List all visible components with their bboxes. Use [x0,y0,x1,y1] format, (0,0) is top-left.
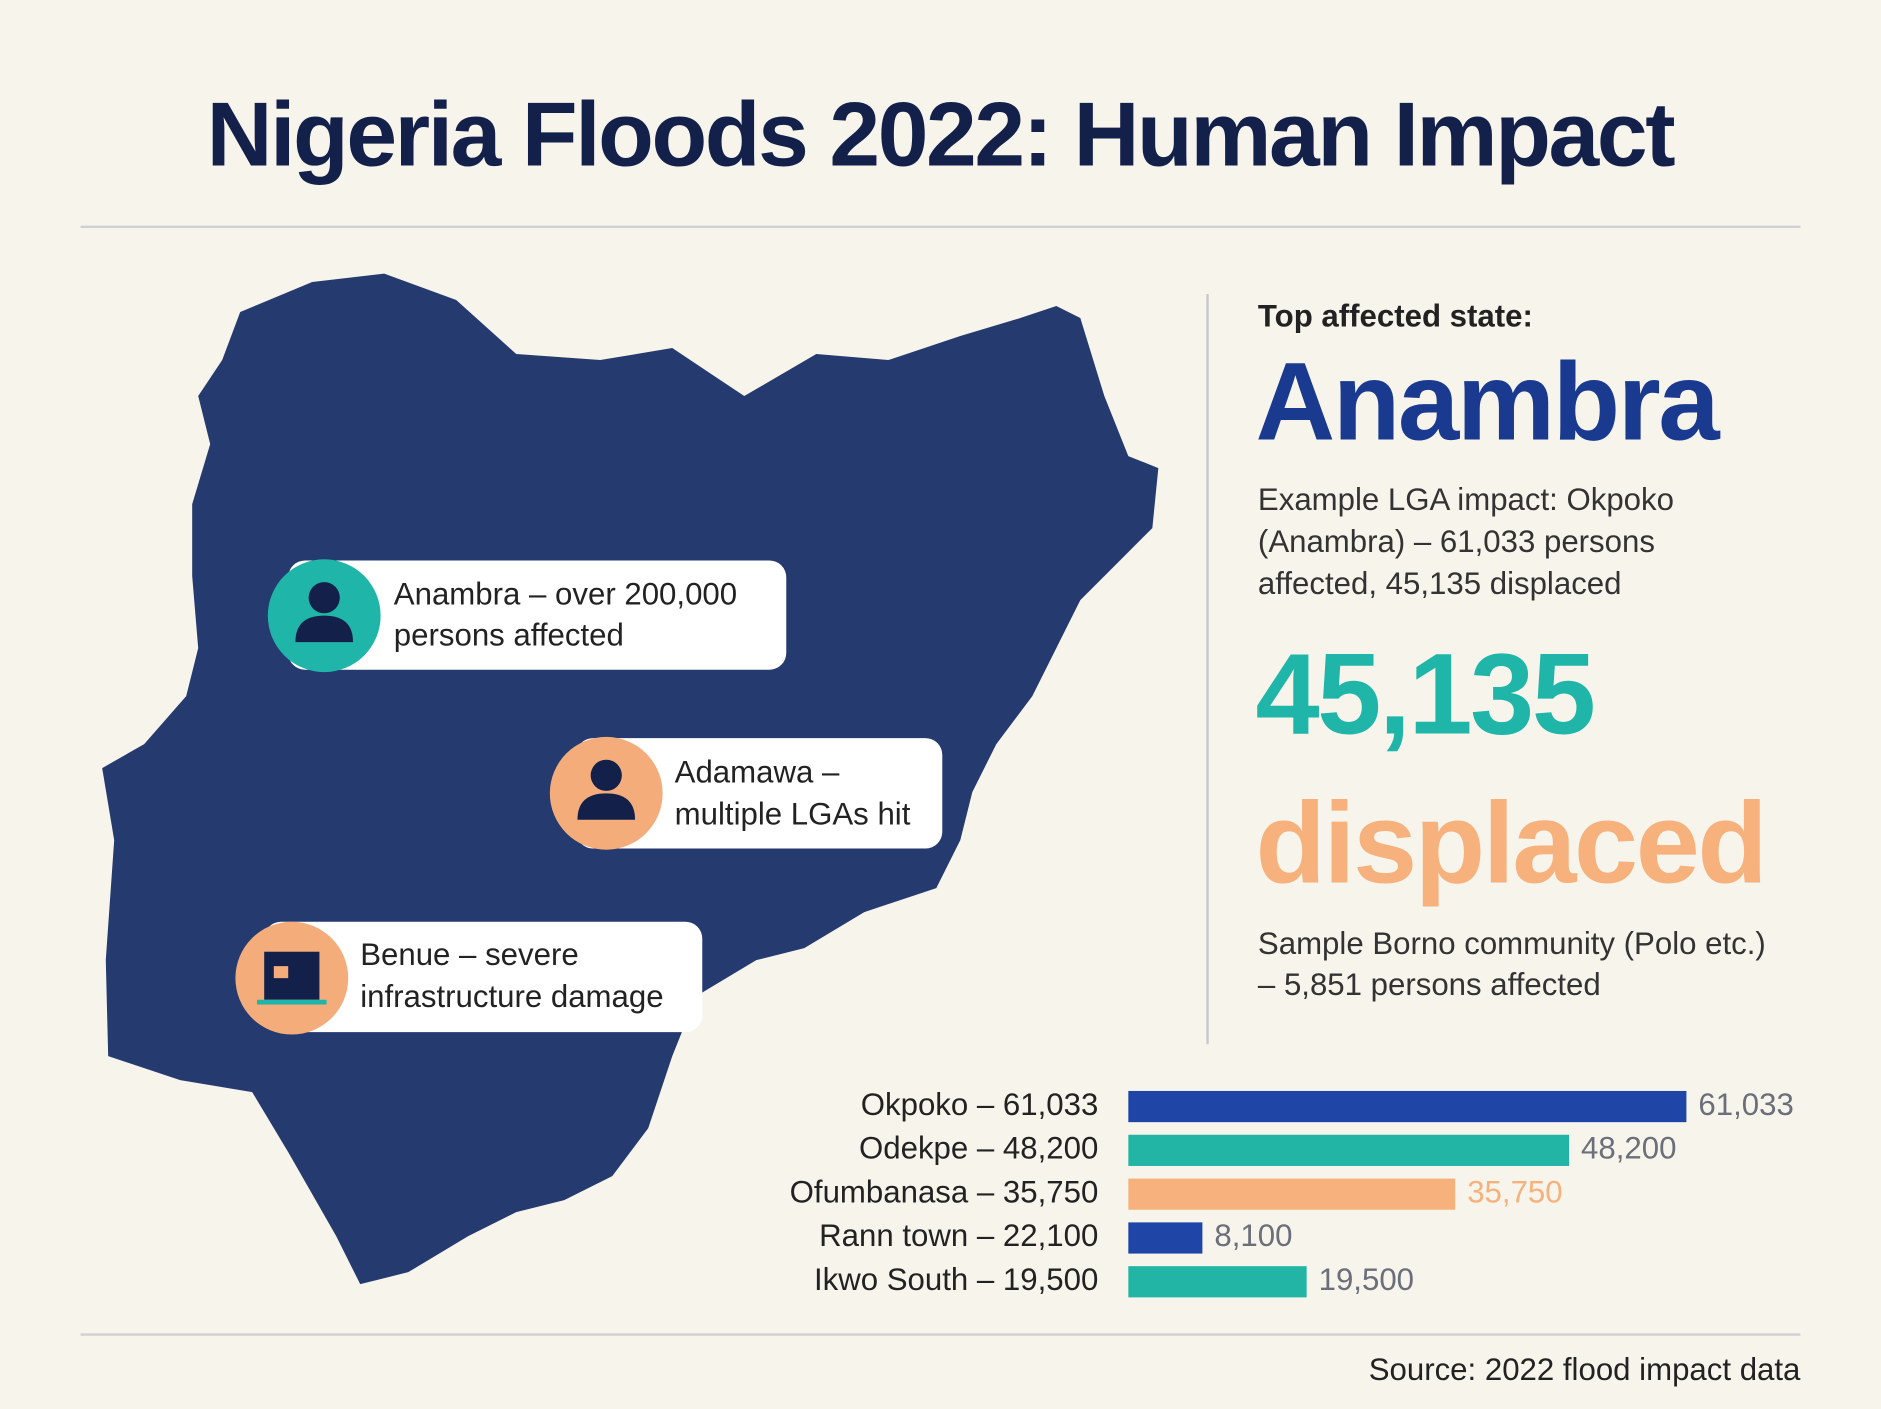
bar-value-label: 35,750 [1467,1174,1562,1209]
callout-box [576,738,943,849]
callout-text: Anambra – over 200,000 [394,577,737,612]
icon [577,793,636,820]
example-text: (Anambra) – 61,033 persons [1258,524,1655,559]
icon [308,582,340,614]
icon [273,966,289,979]
callout-text: multiple LGAs hit [675,796,911,831]
icon [590,759,622,791]
example-text: Example LGA impact: Okpoko [1258,482,1674,517]
callout: Anambra – over 200,000 persons affected [267,559,787,673]
big-number: 45,135 [1256,631,1594,759]
sample-text: Sample Borno community (Polo etc.) [1258,926,1766,961]
bar [1128,1134,1570,1166]
callout-text: Benue – severe [360,937,578,972]
bar-category-label: Ofumbanasa – 35,750 [790,1174,1099,1209]
kicker: Top affected state: [1258,298,1533,333]
bar-category-label: Okpoko – 61,033 [861,1087,1099,1122]
sample-text: – 5,851 persons affected [1258,967,1601,1002]
bar-value-label: 61,033 [1698,1087,1793,1122]
callout-box [288,560,787,670]
callout-text: persons affected [394,618,624,653]
bar-value-label: 8,100 [1214,1218,1292,1253]
source: Source: 2022 flood impact data [1369,1352,1801,1387]
icon [295,615,354,643]
callout-text: Adamawa – [675,754,840,789]
title: Nigeria Floods 2022: Human Impact [207,84,1676,186]
callout: Benue – severe infrastructure damage [235,921,703,1035]
bar [1128,1266,1307,1298]
example-text: affected, 45,135 displaced [1258,566,1622,601]
icon [257,999,327,1005]
bar [1128,1222,1203,1254]
callout: Adamawa – multiple LGAs hit [549,736,943,850]
bar-value-label: 48,200 [1581,1131,1676,1166]
big-word: displaced [1256,780,1766,908]
callout-text: infrastructure damage [360,979,663,1014]
bar-category-label: Rann town – 22,100 [819,1218,1098,1253]
bar-category-label: Odekpe – 48,200 [859,1131,1098,1166]
icon [264,951,320,1000]
bar-value-label: 19,500 [1319,1262,1414,1297]
bar [1128,1090,1687,1123]
bar [1128,1178,1456,1210]
bar-chart: Okpoko – 61,033 61,033 Odekpe – 48,200 48,2… [790,1087,1794,1298]
bar-category-label: Ikwo South – 19,500 [814,1262,1098,1297]
state-name: Anambra [1256,341,1722,464]
callout-box [264,921,703,1033]
